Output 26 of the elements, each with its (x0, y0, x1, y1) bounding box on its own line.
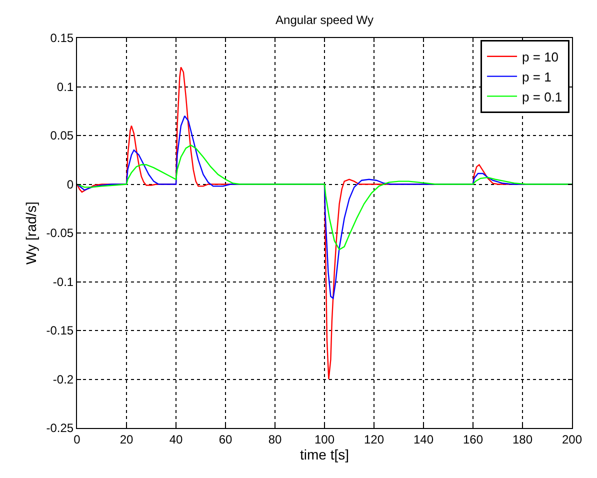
chart-title: Angular speed Wy (276, 13, 374, 28)
x-tick-label: 80 (268, 432, 282, 446)
y-tick-label: 0.15 (50, 31, 74, 46)
x-tick-label: 60 (218, 432, 232, 446)
y-axis-title: Wy [rad/s] (22, 202, 39, 264)
legend-label: p = 0.1 (522, 89, 562, 104)
y-tick-label: 0 (66, 177, 74, 192)
x-tick-label: 120 (364, 432, 384, 446)
x-axis-title: time t[s] (300, 446, 350, 462)
y-tick-label: 0.1 (56, 80, 74, 94)
x-tick-label: 140 (413, 432, 434, 446)
legend-label: p = 10 (522, 49, 559, 64)
y-tick-label: -0.25 (46, 421, 74, 436)
x-tick-label: 20 (120, 432, 134, 446)
y-tick-label: 0.05 (50, 128, 74, 143)
legend-label: p = 1 (522, 69, 552, 84)
x-tick-label: 180 (512, 432, 533, 446)
y-tick-label: -0.2 (52, 372, 74, 386)
x-tick-label: 160 (462, 432, 484, 446)
line-series (77, 144, 572, 250)
x-tick-label: 100 (314, 432, 335, 446)
x-tick-label: 40 (169, 432, 183, 446)
y-tick-label: -0.05 (46, 226, 74, 240)
y-tick-label: -0.1 (52, 274, 74, 289)
x-tick-label: 200 (562, 432, 582, 446)
y-tick-label: -0.15 (46, 324, 74, 338)
